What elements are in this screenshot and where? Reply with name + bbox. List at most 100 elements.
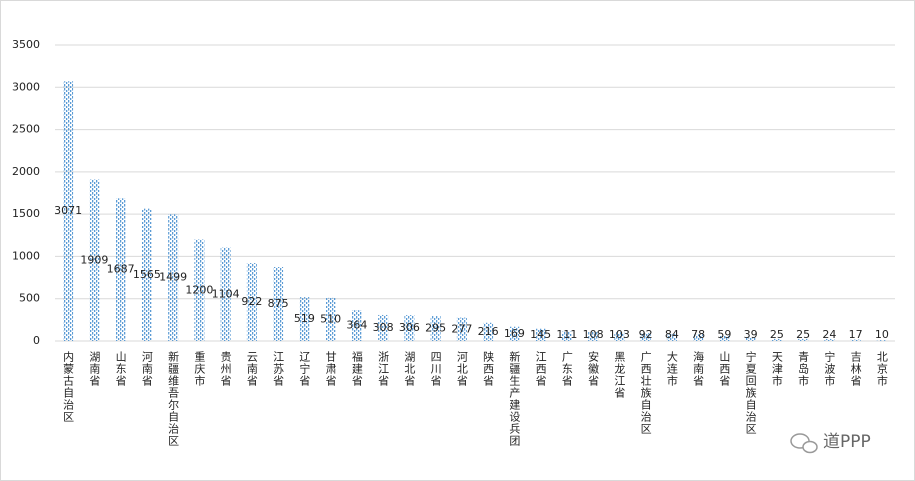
- data-label: 92: [639, 328, 653, 341]
- bar: [168, 214, 179, 341]
- x-tick-label: 大连市: [665, 350, 678, 387]
- x-tick-label: 江苏省: [272, 351, 285, 387]
- data-label: 306: [399, 321, 420, 334]
- bar: [850, 339, 861, 341]
- x-tick-label: 福建省: [350, 350, 363, 387]
- y-tick-label: 3500: [12, 38, 40, 51]
- data-label: 364: [346, 319, 367, 332]
- data-label: 1565: [133, 268, 161, 281]
- x-tick-label: 新疆生产建设兵团: [508, 350, 521, 447]
- data-label: 216: [478, 325, 499, 338]
- watermark: 道PPP: [823, 432, 871, 452]
- bar: [509, 326, 520, 341]
- y-tick-label: 0: [33, 334, 40, 347]
- data-label: 1104: [212, 287, 240, 300]
- bar: [220, 247, 231, 341]
- data-label: 78: [691, 328, 705, 341]
- x-tick-label: 甘肃省: [324, 351, 337, 387]
- x-tick-label: 四川省: [429, 351, 442, 387]
- bar: [273, 267, 284, 341]
- x-tick-label: 海南省: [692, 350, 705, 387]
- bar: [745, 337, 756, 341]
- data-label: 25: [770, 328, 784, 341]
- y-tick-label: 2000: [12, 165, 40, 178]
- data-label: 169: [504, 327, 525, 340]
- x-tick-label: 天津市: [770, 351, 783, 387]
- data-label: 25: [796, 328, 810, 341]
- data-label: 519: [294, 312, 315, 325]
- bar: [483, 322, 494, 341]
- data-label: 1499: [159, 271, 187, 284]
- data-label: 308: [373, 321, 394, 334]
- x-tick-label: 青岛市: [797, 351, 810, 387]
- x-tick-label: 辽宁省: [298, 351, 311, 387]
- x-tick-label: 安徽省: [587, 350, 600, 387]
- x-tick-label: 重庆市: [193, 350, 206, 387]
- bar: [798, 338, 809, 341]
- x-tick-label: 新疆维吾尔自治区: [167, 350, 180, 447]
- watermark-icon: [790, 433, 818, 454]
- x-tick-label: 广西壮族自治区: [639, 351, 652, 435]
- x-tick-label: 吉林省: [849, 351, 862, 387]
- y-tick-label: 500: [19, 292, 40, 305]
- bar: [299, 297, 310, 341]
- data-label: 103: [609, 328, 630, 341]
- bar: [351, 310, 362, 341]
- bar: [771, 338, 782, 341]
- bar: [63, 81, 74, 342]
- y-tick-label: 1000: [12, 249, 40, 262]
- data-label: 17: [849, 328, 863, 341]
- data-label: 111: [556, 328, 577, 341]
- y-tick-label: 3000: [12, 80, 40, 93]
- bar: [824, 338, 835, 341]
- x-tick-label: 宁波市: [823, 350, 836, 387]
- data-label: 1687: [107, 263, 135, 276]
- x-tick-label: 山西省: [718, 351, 731, 387]
- data-label: 84: [665, 328, 679, 341]
- bar: [246, 263, 257, 341]
- data-label: 510: [320, 312, 341, 325]
- data-label: 10: [875, 328, 889, 341]
- x-tick-label: 黑龙江省: [613, 351, 626, 399]
- y-tick-label: 2500: [12, 123, 40, 136]
- data-label: 108: [583, 328, 604, 341]
- data-label: 1200: [185, 283, 213, 296]
- bar: [115, 198, 126, 341]
- x-tick-label: 江西省: [534, 351, 547, 387]
- bar: [561, 331, 572, 341]
- x-tick-label: 陕西省: [482, 350, 495, 387]
- bar: [430, 316, 441, 341]
- data-label: 24: [822, 328, 836, 341]
- data-label: 295: [425, 322, 446, 335]
- bar: [378, 314, 389, 341]
- bar: [404, 315, 415, 341]
- bar: [535, 328, 546, 341]
- data-label: 59: [717, 328, 731, 341]
- x-tick-label: 宁夏回族自治区: [744, 350, 757, 435]
- data-label: 3071: [54, 204, 82, 217]
- bar: [719, 336, 730, 341]
- bar: [588, 331, 599, 341]
- x-tick-label: 云南省: [245, 351, 258, 387]
- bar: [693, 334, 704, 341]
- bar: [614, 332, 625, 341]
- data-label: 922: [241, 295, 262, 308]
- x-tick-label: 内蒙古自治区: [62, 350, 75, 423]
- data-label: 1909: [80, 253, 108, 266]
- data-label: 39: [744, 328, 758, 341]
- x-tick-label: 河南省: [140, 351, 153, 387]
- x-tick-label: 湖北省: [403, 351, 416, 387]
- y-tick-label: 1500: [12, 207, 40, 220]
- bar: [89, 179, 100, 341]
- x-tick-label: 河北省: [455, 351, 468, 387]
- data-label: 145: [530, 328, 551, 341]
- bar: [876, 340, 887, 341]
- x-tick-label: 贵州省: [219, 351, 232, 387]
- bar: [325, 297, 336, 341]
- bar: [141, 208, 152, 341]
- x-tick-label: 浙江省: [377, 351, 390, 387]
- data-label: 875: [268, 297, 289, 310]
- bar: [456, 317, 467, 341]
